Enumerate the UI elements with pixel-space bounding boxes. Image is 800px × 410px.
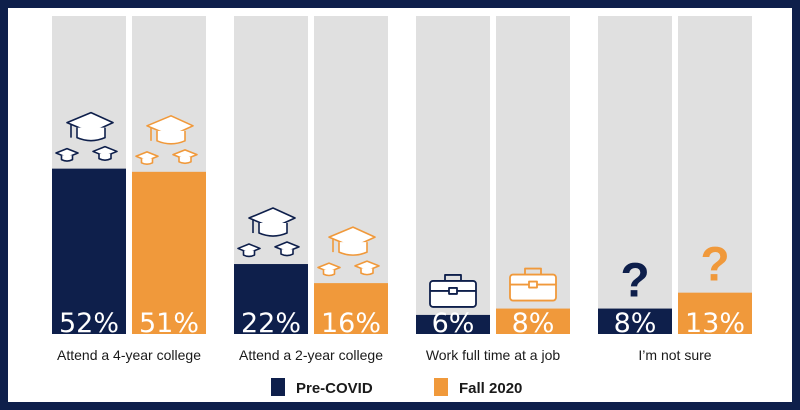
briefcase-icon: [429, 274, 477, 308]
graduation-cap-icon: [135, 115, 198, 165]
graduation-cap-icon: [317, 226, 380, 277]
value-label-0-1: 51%: [139, 308, 199, 339]
bar-3-0: [598, 308, 672, 334]
legend-swatch-1: [434, 378, 448, 396]
value-label-2-1: 8%: [512, 308, 555, 339]
value-label-3-0: 8%: [614, 308, 657, 339]
graduation-cap-icon: [237, 207, 300, 258]
question-mark-icon: ?: [700, 239, 729, 292]
value-label-2-0: 6%: [432, 308, 475, 339]
category-label-1: Attend a 2-year college: [239, 347, 383, 363]
graduation-cap-icon: [55, 111, 118, 162]
bar-2-1: [496, 308, 570, 334]
legend-label-1: Fall 2020: [459, 380, 522, 397]
category-label-3: I’m not sure: [638, 347, 711, 363]
briefcase-icon: [509, 267, 557, 302]
labels-layer: 52% 51% Attend a 4-year college 22% 16% Atten…: [57, 308, 745, 363]
bar-1-1: [314, 283, 388, 334]
question-mark-icon: ?: [620, 255, 649, 308]
legend-label-0: Pre-COVID: [296, 380, 373, 397]
value-label-1-1: 16%: [321, 308, 381, 339]
bar-track-3-1: [678, 16, 752, 334]
legend: Pre-COVID Fall 2020: [271, 378, 522, 397]
bars-layer: [52, 16, 752, 334]
legend-swatch-0: [271, 378, 285, 396]
bar-0-1: [132, 171, 206, 334]
value-label-1-0: 22%: [241, 308, 301, 339]
bar-track-1-1: [314, 16, 388, 334]
value-label-3-1: 13%: [685, 308, 745, 339]
category-label-2: Work full time at a job: [426, 347, 561, 363]
bar-0-0: [52, 168, 126, 334]
bar-2-0: [416, 314, 490, 334]
bar-track-3-0: [598, 16, 672, 334]
value-label-0-0: 52%: [59, 308, 119, 339]
category-label-0: Attend a 4-year college: [57, 347, 201, 363]
icons-layer: ??: [55, 111, 730, 308]
bar-1-0: [234, 264, 308, 334]
bar-3-1: [678, 292, 752, 334]
